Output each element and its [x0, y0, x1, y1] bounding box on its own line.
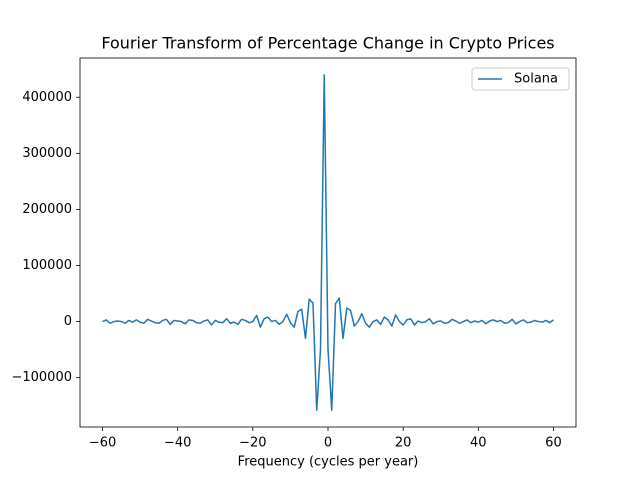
- y-tick-label: 100000: [22, 258, 72, 273]
- x-tick-label: −60: [89, 436, 116, 451]
- x-tick-label: 60: [545, 436, 562, 451]
- legend-label: Solana: [514, 72, 558, 87]
- axes-frame: [79, 57, 577, 428]
- x-tick-label: −40: [164, 436, 191, 451]
- y-tick-label: 0: [64, 314, 72, 329]
- chart-title: Fourier Transform of Percentage Change i…: [101, 34, 554, 53]
- x-axis-label: Frequency (cycles per year): [238, 455, 419, 470]
- x-tick-label: 20: [395, 436, 412, 451]
- legend-box: [471, 67, 570, 91]
- y-tick-label: 200000: [22, 202, 72, 217]
- y-tick-label: 300000: [22, 146, 72, 161]
- y-tick-label: −100000: [11, 370, 72, 385]
- data-line: [102, 74, 554, 411]
- x-tick-label: 0: [324, 436, 332, 451]
- x-tick-label: −20: [239, 436, 266, 451]
- x-tick-label: 40: [470, 436, 487, 451]
- y-tick-label: 400000: [22, 90, 72, 105]
